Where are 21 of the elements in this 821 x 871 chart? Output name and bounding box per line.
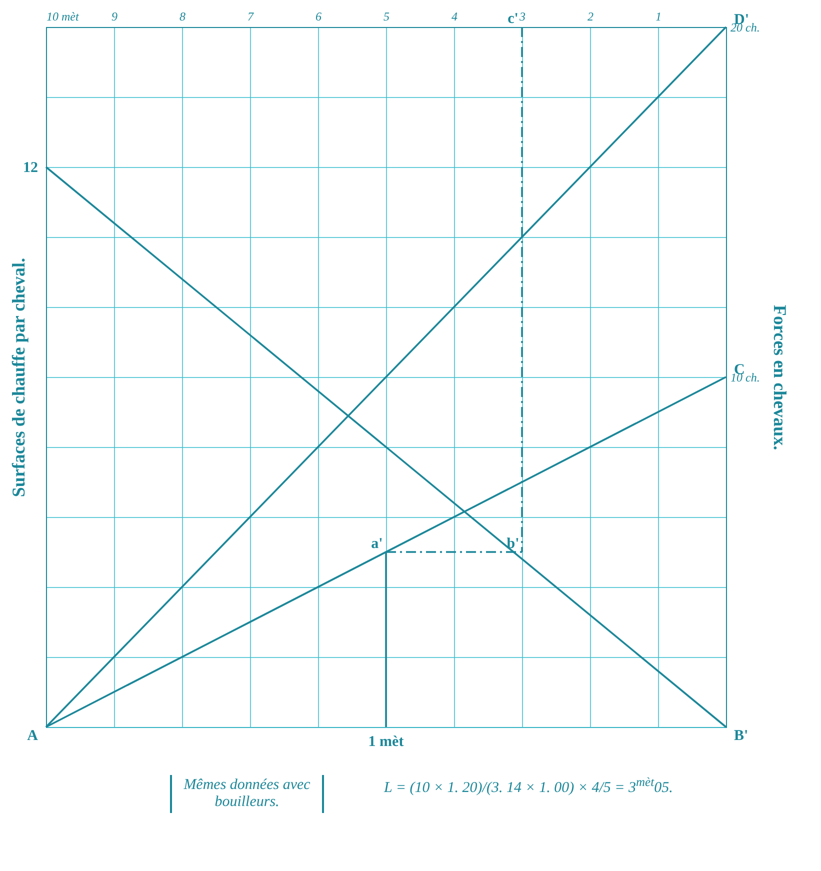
- text: L = (10 × 1. 20)/(3. 14 × 1. 00) × 4/5 = 3$^{mèt}$05.: [384, 775, 673, 798]
- x-tick-label: 10 mèt: [46, 10, 80, 24]
- annotation: c': [508, 11, 518, 27]
- annotation: a': [371, 536, 383, 552]
- x-tick-label: 6: [316, 10, 322, 24]
- annotation: A: [27, 728, 38, 744]
- x-tick-label: 9: [112, 10, 118, 24]
- annotation: B': [734, 728, 748, 744]
- x-tick-label: 2: [588, 10, 594, 24]
- x-tick-label: 1: [656, 10, 662, 24]
- y-axis-title: Forces en chevaux.: [770, 304, 790, 450]
- x-tick-label: 7: [248, 10, 254, 24]
- x-tick-label: 5: [384, 10, 390, 24]
- text: Surfaces de chauffe par cheval.: [8, 258, 28, 498]
- annotation: 1 mèt: [368, 734, 404, 750]
- text: Mêmes données avec bouilleurs.: [170, 775, 324, 813]
- annotation: b': [506, 536, 520, 552]
- x-tick-label: 4: [452, 10, 458, 24]
- x-tick-label: 3: [518, 10, 526, 24]
- x-tick-label: 8: [180, 10, 186, 24]
- annotation: 12: [23, 160, 38, 176]
